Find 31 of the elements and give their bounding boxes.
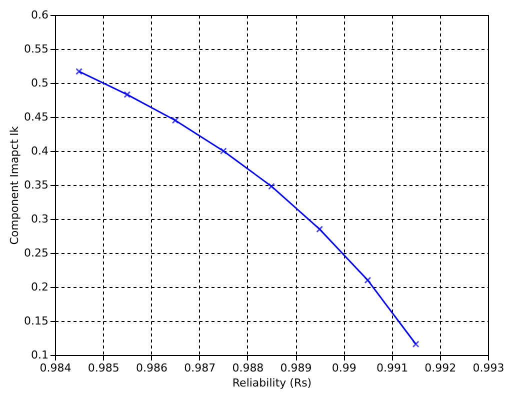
y-tick-label: 0.15 [24, 314, 48, 328]
x-tick-label: 0.989 [280, 362, 312, 374]
x-tick-label: 0.985 [88, 362, 120, 374]
y-axis-title: Component Imapct Ik [8, 126, 22, 245]
point [76, 68, 83, 75]
y-tick-label: 0.1 [31, 348, 48, 362]
x-tick-label: 0.987 [184, 362, 216, 374]
x-tick-label: 0.99 [332, 362, 356, 374]
y-tick-label: 0.4 [31, 144, 48, 158]
point [316, 226, 324, 233]
point [124, 91, 131, 98]
y-tick-label: 0.45 [24, 110, 48, 124]
point [172, 116, 179, 124]
y-tick-label: 0.35 [24, 178, 48, 192]
x-tick-label: 0.991 [376, 362, 408, 374]
point [412, 340, 420, 348]
x-tick-label: 0.993 [472, 362, 504, 374]
x-tick-label: 0.992 [424, 362, 456, 374]
x-tick-label: 0.984 [40, 362, 72, 374]
x-tick-label: 0.986 [136, 362, 168, 374]
y-tick-label: 0.55 [24, 42, 48, 56]
point [268, 182, 275, 190]
y-tick-label: 0.2 [31, 280, 48, 294]
x-tick-label: 0.988 [232, 362, 264, 374]
point [364, 276, 372, 284]
y-tick-label: 0.3 [31, 212, 48, 226]
x-axis-title: Reliability (Rs) [232, 376, 312, 390]
point [220, 148, 227, 154]
y-tick-label: 0.6 [31, 8, 48, 22]
y-tick-label: 0.25 [24, 246, 48, 260]
y-tick-label: 0.5 [31, 76, 48, 90]
